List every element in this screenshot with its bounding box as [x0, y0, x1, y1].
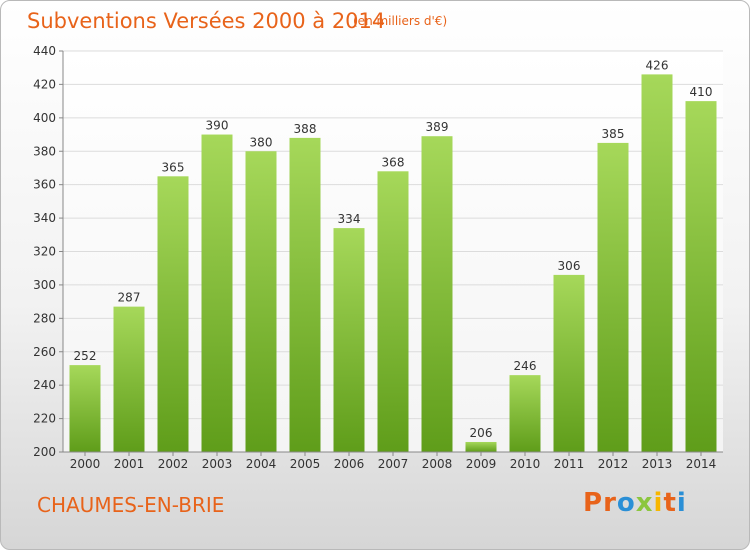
- bar: [201, 134, 233, 452]
- bar-value-label: 246: [514, 359, 537, 373]
- logo-letter: i: [676, 488, 687, 518]
- bar-value-label: 380: [250, 135, 273, 149]
- y-tick-label: 220: [33, 412, 56, 426]
- y-tick-label: 440: [33, 44, 56, 58]
- y-tick-label: 240: [33, 378, 56, 392]
- logo-letter: i: [653, 488, 664, 518]
- bar: [421, 136, 453, 452]
- bar-value-label: 385: [602, 127, 625, 141]
- y-tick-label: 380: [33, 144, 56, 158]
- axes: 200 220 240 260 280 300 320 340 360 380 400 420 440 2…: [33, 44, 723, 471]
- unit-note: (en milliers d'€): [353, 14, 448, 28]
- bar-value-label: 252: [74, 349, 97, 363]
- bar: [641, 74, 673, 453]
- logo-letter: o: [616, 488, 636, 518]
- x-tick-label: 2011: [554, 457, 585, 471]
- x-tick-label: 2013: [642, 457, 673, 471]
- bar: [245, 151, 277, 452]
- x-tick-label: 2003: [202, 457, 233, 471]
- x-tick-label: 2002: [158, 457, 189, 471]
- bar: [553, 274, 585, 452]
- x-tick-label: 2008: [422, 457, 453, 471]
- bar-value-label: 426: [646, 58, 669, 72]
- x-tick-label: 2014: [686, 457, 717, 471]
- bar-value-label: 388: [294, 122, 317, 136]
- logo-letter: P: [583, 488, 604, 518]
- bar: [465, 441, 497, 452]
- y-tick-label: 200: [33, 445, 56, 459]
- x-tick-label: 2010: [510, 457, 541, 471]
- bar: [157, 176, 189, 452]
- bar: [289, 137, 321, 452]
- y-tick-label: 400: [33, 111, 56, 125]
- bar: [69, 365, 101, 452]
- bar-value-label: 334: [338, 212, 361, 226]
- x-tick-label: 2012: [598, 457, 629, 471]
- x-tick-label: 2001: [114, 457, 145, 471]
- logo-letter: r: [603, 488, 617, 518]
- x-tick-label: 2005: [290, 457, 321, 471]
- bar-value-label: 365: [162, 160, 185, 174]
- logo-letter: t: [663, 488, 677, 518]
- bar-value-label: 389: [426, 120, 449, 134]
- x-tick-label: 2009: [466, 457, 497, 471]
- y-tick-label: 360: [33, 178, 56, 192]
- bars: 252 287 365 390 380 388 334 368 389 206 246 306 385 4…: [69, 58, 717, 453]
- x-tick-label: 2006: [334, 457, 365, 471]
- commune-name: CHAUMES-EN-BRIE: [37, 493, 225, 517]
- bar: [113, 306, 145, 452]
- x-tick-label: 2004: [246, 457, 277, 471]
- logo-letter: x: [635, 488, 654, 518]
- bar-value-label: 410: [690, 85, 713, 99]
- proxiti-logo: Proxiti: [583, 488, 687, 518]
- x-tick-label: 2007: [378, 457, 409, 471]
- chart-title: Subventions Versées 2000 à 2014: [27, 9, 386, 33]
- y-tick-label: 420: [33, 77, 56, 91]
- bar: [685, 101, 717, 452]
- bar-value-label: 368: [382, 155, 405, 169]
- bar: [597, 142, 629, 453]
- y-tick-label: 300: [33, 278, 56, 292]
- x-tick-label: 2000: [70, 457, 101, 471]
- y-tick-label: 340: [33, 211, 56, 225]
- bar-value-label: 206: [470, 426, 493, 440]
- y-tick-label: 260: [33, 345, 56, 359]
- y-tick-label: 280: [33, 311, 56, 325]
- y-tick-label: 320: [33, 245, 56, 259]
- bar: [509, 375, 541, 452]
- bar-value-label: 306: [558, 259, 581, 273]
- bar: [377, 171, 409, 453]
- bar-value-label: 390: [206, 119, 229, 133]
- bar: [333, 228, 365, 452]
- bar-value-label: 287: [118, 291, 141, 305]
